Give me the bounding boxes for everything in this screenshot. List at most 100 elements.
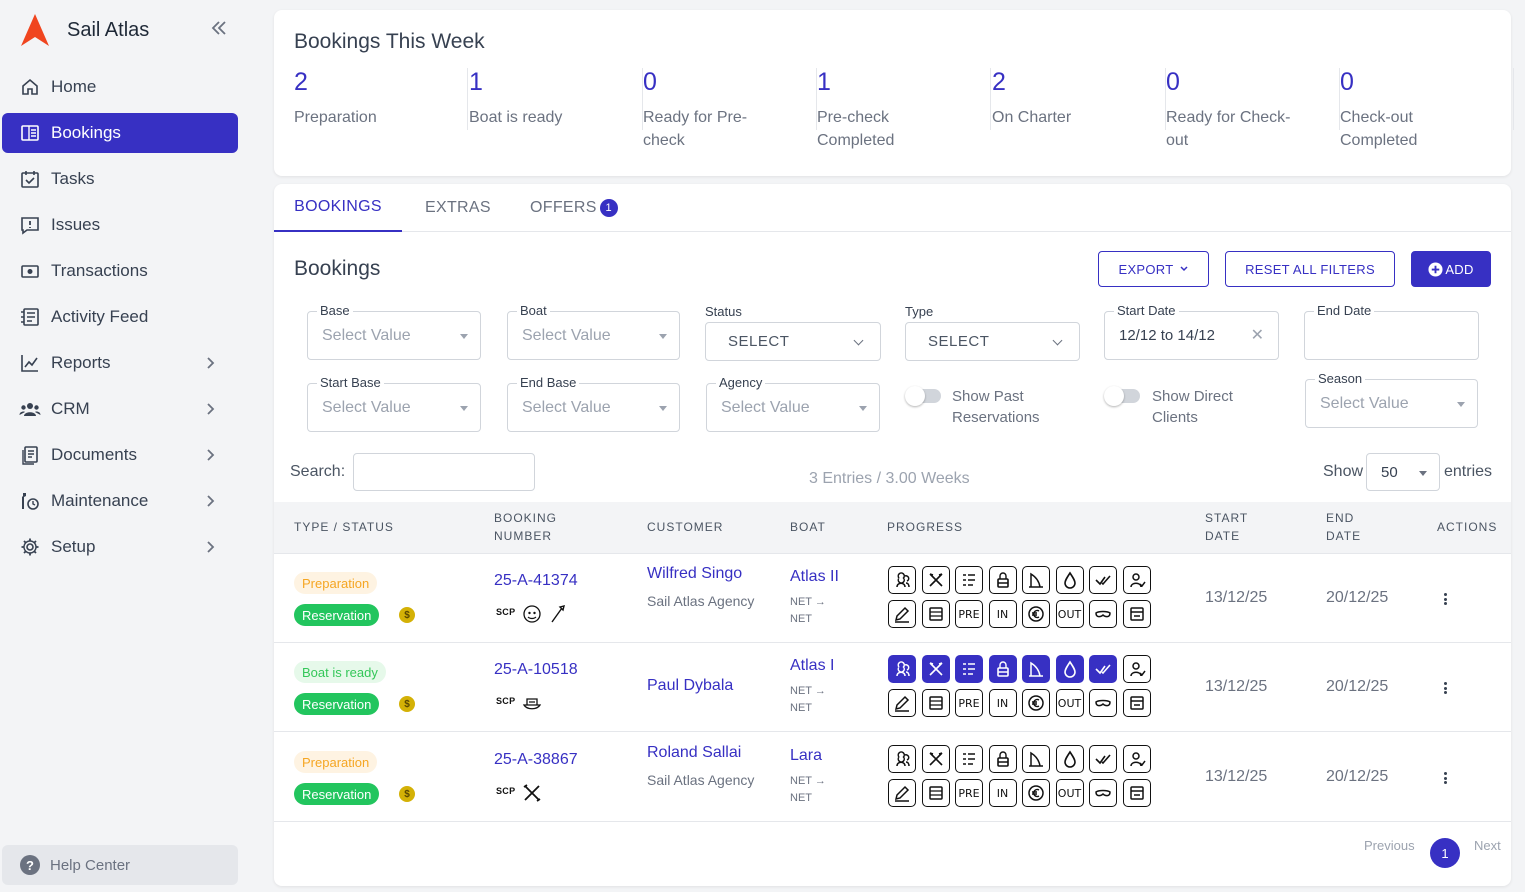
header-end-date[interactable]: END DATE [1326,511,1362,543]
search-input[interactable] [353,453,535,491]
pre-check-step[interactable]: PRE [955,779,983,807]
check-in-step[interactable]: IN [988,779,1017,807]
water-drop-icon[interactable] [1055,566,1084,594]
crew-icon[interactable] [888,655,916,683]
status-select[interactable]: SELECT [705,322,881,361]
previous-page-button[interactable]: Previous [1364,838,1415,853]
reset-filters-button[interactable]: RESET ALL FILTERS [1225,251,1395,287]
sidebar-item-transactions[interactable]: Transactions [2,251,238,291]
archive-icon[interactable] [1122,689,1151,717]
snorkel-icon[interactable] [1089,600,1117,628]
pre-check-step[interactable]: PRE [955,689,983,717]
payment-icon[interactable] [1022,600,1050,628]
sail-icon[interactable] [1022,566,1050,594]
export-button[interactable]: EXPORT [1098,251,1209,287]
sidebar-item-activity-feed[interactable]: Activity Feed [2,297,238,337]
sail-icon[interactable] [1022,655,1050,683]
lock-icon[interactable] [988,745,1017,773]
boat-link[interactable]: Atlas II [790,568,839,585]
crew-icon[interactable] [888,745,916,773]
boat-link[interactable]: Atlas I [790,657,835,674]
pre-check-step[interactable]: PRE [955,600,983,628]
page-size-select[interactable]: 50 [1366,453,1440,491]
sidebar-item-documents[interactable]: Documents [2,435,238,475]
person-check-icon[interactable] [1122,745,1151,773]
show-past-reservations-toggle[interactable] [905,386,941,406]
snorkel-icon[interactable] [1089,779,1117,807]
collapse-sidebar-icon[interactable] [208,17,230,39]
double-check-icon[interactable] [1089,745,1117,773]
end-date-filter[interactable]: End Date [1304,303,1479,360]
checklist-icon[interactable] [955,745,983,773]
type-select[interactable]: SELECT [905,322,1080,361]
tab-bookings[interactable]: BOOKINGS [274,184,402,232]
sidebar-item-crm[interactable]: CRM [2,389,238,429]
start-base-filter[interactable]: Start Base Select Value [307,375,481,432]
header-type-status[interactable]: TYPE / STATUS [294,520,394,534]
header-start-date[interactable]: START DATE [1205,511,1249,543]
stat-boat-is-ready[interactable]: 1 Boat is ready [469,68,643,130]
double-check-icon[interactable] [1089,655,1117,683]
row-actions-menu-icon[interactable] [1440,679,1450,697]
page-1-button[interactable]: 1 [1430,838,1460,868]
stat-on-charter[interactable]: 2 On Charter [992,68,1166,130]
stat-checkout-completed[interactable]: 0 Check-out Completed [1340,68,1514,149]
start-date-filter[interactable]: Start Date 12/12 to 14/12 ✕ [1104,303,1279,360]
boat-filter[interactable]: Boat Select Value [507,303,680,360]
sidebar-item-issues[interactable]: Issues [2,205,238,245]
header-boat[interactable]: BOAT [790,520,826,534]
person-check-icon[interactable] [1122,566,1151,594]
booking-number-link[interactable]: 25-A-38867 [494,751,578,768]
show-direct-clients-toggle[interactable] [1104,386,1140,406]
check-in-step[interactable]: IN [988,689,1017,717]
sidebar-item-tasks[interactable]: Tasks [2,159,238,199]
check-in-step[interactable]: IN [988,600,1017,628]
payment-icon[interactable] [1022,779,1050,807]
stat-ready-for-checkout[interactable]: 0 Ready for Check-out [1166,68,1340,149]
add-booking-button[interactable]: ADD [1411,251,1491,287]
lock-icon[interactable] [988,566,1017,594]
water-drop-icon[interactable] [1055,655,1084,683]
sidebar-item-setup[interactable]: Setup [2,527,238,567]
check-out-step[interactable]: OUT [1055,600,1084,628]
payment-icon[interactable] [1022,689,1050,717]
end-base-filter[interactable]: End Base Select Value [507,375,680,432]
stat-preparation[interactable]: 2 Preparation [294,68,468,130]
base-filter[interactable]: Base Select Value [307,303,481,360]
pen-icon[interactable] [888,689,916,717]
pen-icon[interactable] [888,779,916,807]
tools-icon[interactable] [921,655,950,683]
next-page-button[interactable]: Next [1474,838,1501,853]
table-row[interactable]: Boat is ready Reservation $25-A-10518 SCP Pa… [274,643,1511,732]
tab-offers[interactable]: OFFERS 1 [530,184,618,232]
sidebar-item-home[interactable]: Home [2,67,238,107]
tools-icon[interactable] [921,566,950,594]
booking-number-link[interactable]: 25-A-10518 [494,661,578,678]
clear-icon[interactable]: ✕ [1250,327,1264,344]
sidebar-item-maintenance[interactable]: Maintenance [2,481,238,521]
help-center-button[interactable]: ? Help Center [2,845,238,885]
tab-extras[interactable]: EXTRAS [425,184,491,232]
archive-icon[interactable] [1122,600,1151,628]
double-check-icon[interactable] [1089,566,1117,594]
sidebar-item-reports[interactable]: Reports [2,343,238,383]
document-icon[interactable] [921,600,950,628]
checklist-icon[interactable] [955,566,983,594]
check-out-step[interactable]: OUT [1055,689,1084,717]
agency-filter[interactable]: Agency Select Value [706,375,880,432]
customer-link[interactable]: Wilfred Singo [647,565,743,582]
water-drop-icon[interactable] [1055,745,1084,773]
document-icon[interactable] [921,779,950,807]
checklist-icon[interactable] [955,655,983,683]
tools-icon[interactable] [921,745,950,773]
table-row[interactable]: Preparation Reservation $25-A-41374 SCP Wilf… [274,554,1511,643]
pen-icon[interactable] [888,600,916,628]
row-actions-menu-icon[interactable] [1440,590,1450,608]
check-out-step[interactable]: OUT [1055,779,1084,807]
brand[interactable]: Sail Atlas [20,12,149,48]
sail-icon[interactable] [1022,745,1050,773]
table-row[interactable]: Preparation Reservation $25-A-38867 SCP Rola… [274,733,1511,822]
season-filter[interactable]: Season Select Value [1305,371,1478,428]
stat-ready-for-precheck[interactable]: 0 Ready for Pre-check [643,68,817,149]
crew-icon[interactable] [888,566,916,594]
